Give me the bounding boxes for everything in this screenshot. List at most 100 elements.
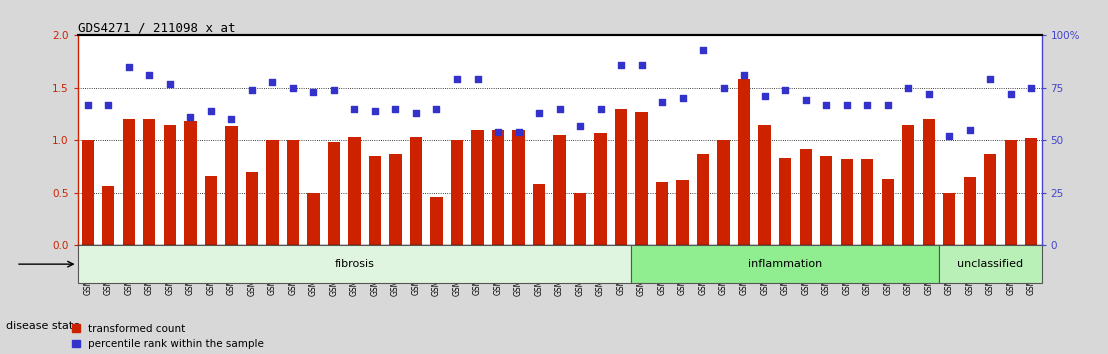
Point <box>736 73 753 78</box>
Bar <box>779 158 791 245</box>
Bar <box>78 245 632 283</box>
Point <box>818 102 835 107</box>
Bar <box>410 137 422 245</box>
Text: fibrosis: fibrosis <box>335 259 375 269</box>
Point <box>510 129 527 135</box>
Point <box>264 79 281 84</box>
Point <box>920 91 937 97</box>
Text: inflammation: inflammation <box>748 259 822 269</box>
Bar <box>492 130 504 245</box>
Bar <box>861 159 873 245</box>
Point <box>961 127 978 133</box>
Point <box>756 93 773 99</box>
Text: disease state: disease state <box>6 321 80 331</box>
Bar <box>307 193 319 245</box>
Point <box>489 129 506 135</box>
Bar <box>943 193 955 245</box>
Point <box>941 133 958 139</box>
Point <box>284 85 301 91</box>
Bar <box>471 130 484 245</box>
Point <box>346 106 363 112</box>
Point <box>695 47 712 53</box>
Bar <box>430 197 442 245</box>
Bar <box>348 137 360 245</box>
Point <box>100 102 117 107</box>
Bar <box>451 140 463 245</box>
Point <box>715 85 732 91</box>
Point <box>674 96 691 101</box>
Bar <box>123 119 135 245</box>
Point <box>572 123 589 129</box>
Bar <box>389 154 401 245</box>
Bar <box>677 180 689 245</box>
Text: unclassified: unclassified <box>957 259 1024 269</box>
Bar <box>984 154 996 245</box>
Point <box>838 102 855 107</box>
Bar <box>102 186 114 245</box>
Point <box>182 114 199 120</box>
Bar <box>759 125 771 245</box>
Point <box>161 81 178 86</box>
Bar <box>225 126 237 245</box>
Point <box>469 76 486 82</box>
Point <box>428 106 445 112</box>
Point <box>79 102 96 107</box>
Bar <box>574 193 586 245</box>
Bar <box>164 125 176 245</box>
Legend: transformed count, percentile rank within the sample: transformed count, percentile rank withi… <box>72 324 264 349</box>
Bar <box>82 140 94 245</box>
Bar <box>287 140 299 245</box>
Bar <box>800 149 812 245</box>
Bar <box>964 177 976 245</box>
Point <box>654 100 671 105</box>
Point <box>982 76 999 82</box>
Point <box>202 108 219 114</box>
Point <box>223 116 240 122</box>
Bar <box>143 119 155 245</box>
Bar <box>533 184 545 245</box>
Bar <box>902 125 914 245</box>
Bar <box>512 130 525 245</box>
Bar <box>635 112 648 245</box>
Point <box>1002 91 1019 97</box>
Bar <box>632 245 938 283</box>
Bar <box>328 142 340 245</box>
Bar <box>938 245 1042 283</box>
Bar <box>718 140 730 245</box>
Bar <box>246 172 258 245</box>
Point <box>120 64 137 70</box>
Point <box>592 106 609 112</box>
Point <box>900 85 917 91</box>
Text: GDS4271 / 211098_x_at: GDS4271 / 211098_x_at <box>78 21 235 34</box>
Bar <box>369 156 381 245</box>
Point <box>613 62 630 68</box>
Bar <box>656 182 668 245</box>
Point <box>633 62 650 68</box>
Bar <box>615 109 627 245</box>
Point <box>141 73 158 78</box>
Bar <box>738 79 750 245</box>
Point <box>879 102 896 107</box>
Bar <box>553 135 566 245</box>
Point <box>797 98 814 103</box>
Bar <box>882 179 894 245</box>
Point <box>448 76 465 82</box>
Bar <box>841 159 853 245</box>
Point <box>243 87 260 93</box>
Bar <box>205 176 217 245</box>
Point <box>1023 85 1040 91</box>
Bar <box>820 156 832 245</box>
Point <box>366 108 383 114</box>
Bar <box>1025 138 1037 245</box>
Bar <box>923 119 935 245</box>
Point <box>551 106 568 112</box>
Bar <box>594 133 607 245</box>
Bar <box>697 154 709 245</box>
Point <box>387 106 404 112</box>
Point <box>407 110 424 116</box>
Point <box>859 102 876 107</box>
Point <box>325 87 342 93</box>
Point <box>305 89 322 95</box>
Bar <box>1005 140 1017 245</box>
Bar <box>184 121 196 245</box>
